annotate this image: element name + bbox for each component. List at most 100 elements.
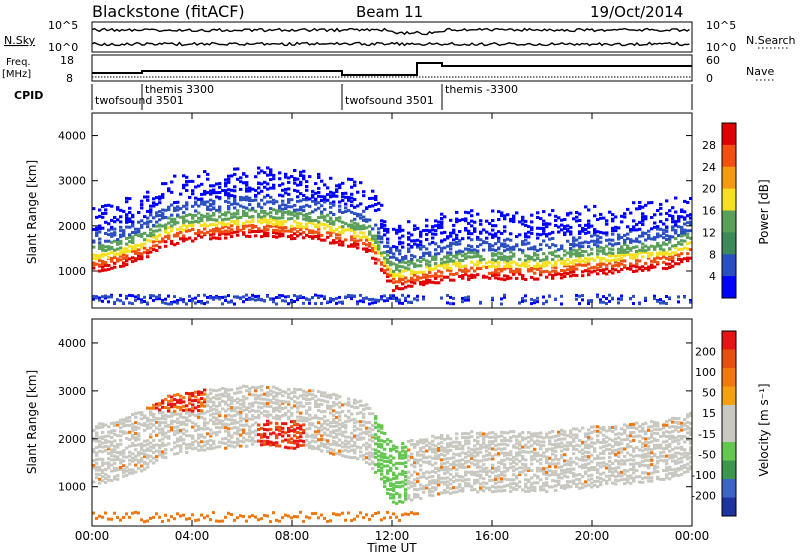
velocity-cell bbox=[428, 455, 432, 459]
velocity-cell bbox=[197, 444, 201, 448]
power-cell bbox=[374, 241, 378, 244]
velocity-cell bbox=[167, 394, 171, 398]
power-cell bbox=[626, 250, 630, 254]
velocity-cell bbox=[230, 401, 234, 405]
velocity-cell bbox=[152, 446, 156, 450]
power-cell bbox=[377, 247, 381, 251]
velocity-cell bbox=[593, 441, 597, 445]
power-cell bbox=[485, 230, 489, 234]
velocity-cell bbox=[176, 393, 180, 397]
power-cell bbox=[356, 246, 360, 250]
velocity-cell bbox=[338, 418, 342, 422]
power-cell bbox=[668, 240, 672, 244]
power-cell bbox=[422, 254, 426, 258]
velocity-cell bbox=[479, 431, 483, 435]
power-cell bbox=[419, 240, 423, 244]
power-cell bbox=[398, 301, 401, 305]
power-cell bbox=[92, 207, 96, 211]
power-cell bbox=[176, 227, 180, 231]
power-cell bbox=[233, 230, 237, 234]
power-cell bbox=[425, 251, 429, 255]
power-cell bbox=[254, 194, 258, 197]
velocity-cell bbox=[287, 396, 291, 399]
velocity-cell bbox=[443, 465, 447, 469]
velocity-cell bbox=[236, 432, 240, 436]
power-cell bbox=[374, 195, 378, 198]
velocity-cell bbox=[494, 439, 498, 443]
velocity-cell bbox=[446, 434, 450, 438]
velocity-cell bbox=[239, 386, 243, 390]
power-cell bbox=[110, 225, 114, 229]
velocity-cell bbox=[599, 480, 603, 484]
power-cell bbox=[398, 280, 402, 284]
velocity-cell bbox=[164, 513, 167, 517]
power-cell bbox=[611, 252, 615, 255]
power-cell bbox=[551, 258, 555, 261]
power-cell bbox=[599, 249, 603, 253]
power-cell bbox=[224, 232, 228, 236]
velocity-cell bbox=[584, 455, 588, 458]
power-cell bbox=[209, 217, 213, 221]
power-cell bbox=[203, 200, 207, 204]
velocity-cell bbox=[302, 416, 306, 420]
power-cell bbox=[584, 250, 588, 254]
velocity-cell bbox=[557, 476, 561, 480]
power-cell bbox=[539, 226, 543, 230]
power-cell bbox=[680, 247, 684, 251]
velocity-cell bbox=[152, 412, 156, 416]
power-cell bbox=[416, 275, 420, 279]
power-cell bbox=[215, 191, 219, 195]
velocity-cell bbox=[464, 439, 468, 443]
power-cell bbox=[560, 228, 564, 232]
power-cell bbox=[410, 269, 414, 273]
power-cell bbox=[182, 215, 186, 219]
power-cell bbox=[551, 237, 555, 240]
power-cell bbox=[689, 229, 693, 233]
power-cell bbox=[503, 267, 507, 271]
velocity-cell bbox=[452, 486, 456, 490]
power-cell bbox=[254, 230, 258, 233]
power-cell bbox=[566, 262, 570, 266]
power-cell bbox=[185, 229, 189, 233]
power-cell bbox=[584, 260, 588, 264]
power-cell bbox=[248, 208, 252, 212]
power-cell bbox=[212, 212, 216, 215]
velocity-cell bbox=[383, 431, 387, 435]
velocity-cell bbox=[116, 423, 120, 427]
power-cell bbox=[398, 259, 402, 263]
power-cell bbox=[122, 264, 126, 268]
power-cell bbox=[587, 269, 591, 273]
power-cell bbox=[638, 207, 642, 211]
velocity-cell bbox=[221, 399, 225, 403]
power-cell bbox=[251, 293, 254, 297]
velocity-cell bbox=[605, 447, 609, 451]
velocity-cell bbox=[242, 436, 246, 440]
power-cell bbox=[347, 195, 351, 199]
velocity-cell bbox=[236, 429, 240, 433]
velocity-cell bbox=[422, 485, 426, 489]
velocity-cell bbox=[416, 440, 420, 444]
power-cell bbox=[257, 204, 261, 208]
power-cell bbox=[491, 273, 495, 277]
velocity-cell bbox=[272, 396, 276, 400]
velocity-cell bbox=[374, 436, 378, 440]
velocity-cell bbox=[605, 466, 609, 470]
velocity-cell bbox=[137, 432, 141, 436]
power-cell bbox=[320, 294, 323, 298]
velocity-cell bbox=[596, 440, 600, 444]
velocity-cell bbox=[290, 413, 294, 417]
velocity-cell bbox=[470, 430, 474, 434]
power-cell bbox=[242, 196, 246, 200]
power-cell bbox=[197, 294, 200, 297]
power-cell bbox=[503, 293, 506, 297]
power-cell bbox=[449, 257, 453, 261]
velocity-cell bbox=[293, 434, 297, 438]
power-cell bbox=[404, 268, 408, 272]
velocity-cell bbox=[569, 429, 573, 433]
power-cell bbox=[200, 230, 204, 234]
power-cell bbox=[245, 220, 249, 224]
power-cell bbox=[626, 252, 630, 256]
velocity-cell bbox=[329, 451, 333, 455]
velocity-cell bbox=[599, 461, 603, 465]
power-cell bbox=[269, 170, 273, 174]
